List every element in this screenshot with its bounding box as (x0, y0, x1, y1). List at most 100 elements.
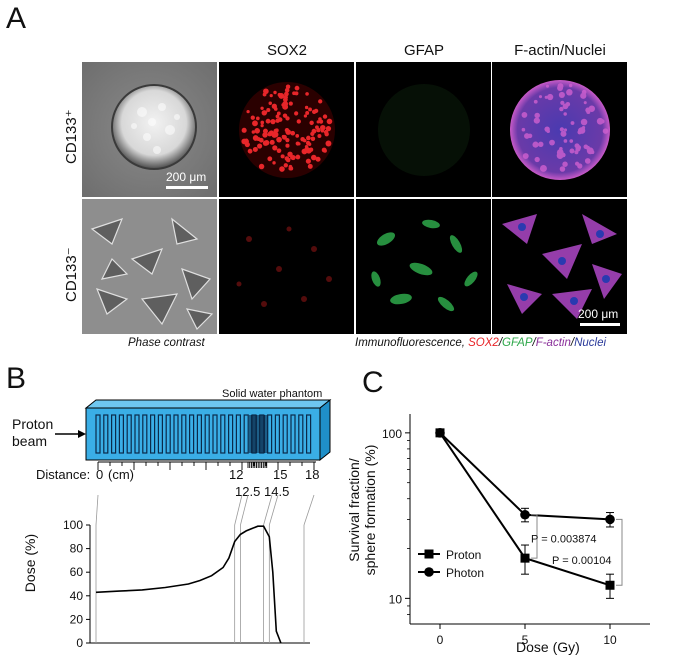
sox2-nucleus (307, 163, 313, 169)
sox2-nucleus (262, 140, 269, 146)
factin-spot (524, 133, 530, 139)
sox2-nucleus (285, 116, 290, 121)
factin-spot (580, 118, 588, 126)
phantom-slot (173, 414, 179, 454)
sox2-nucleus (260, 106, 264, 110)
factin-spot (574, 161, 580, 166)
tile-phase-contrast-cd133-positive: 200 μm (82, 62, 217, 197)
factin-spot (533, 117, 540, 124)
tile-factin-cd133-positive (492, 62, 627, 197)
caption-phase-contrast: Phase contrast (128, 337, 205, 349)
survival-x-tick-label: 5 (522, 633, 529, 647)
row-head-cd133-negative: CD133⁻ (63, 247, 80, 302)
panel-a-letter: A (6, 2, 27, 35)
sox2-nucleus (284, 127, 290, 133)
dose-guide-line (95, 494, 99, 526)
factin-spot (534, 112, 540, 119)
survival-x-tick-label: 10 (603, 633, 617, 647)
sox2-nucleus (308, 107, 312, 112)
phantom-slot (298, 414, 304, 454)
phantom-slot (95, 414, 101, 454)
factin-spot (570, 121, 575, 125)
distance-ruler (97, 461, 316, 470)
factin-spot (549, 139, 555, 146)
sox2-nucleus (260, 123, 264, 128)
sox2-nucleus (272, 131, 279, 138)
phantom-slot (212, 414, 218, 454)
sox2-nucleus (252, 146, 258, 152)
beam-arrow-head (78, 430, 86, 438)
sox2-nucleus (288, 101, 293, 106)
sox2-nucleus (263, 110, 268, 114)
dose-y-tick-label: 100 (63, 518, 83, 532)
sox2-nucleus (310, 154, 317, 161)
phantom-slot (235, 414, 241, 454)
survival-x-tick-label: 0 (437, 633, 444, 647)
phantom-slot (157, 414, 163, 454)
survival-line-photon (439, 432, 611, 521)
sox2-nucleus (294, 111, 299, 116)
p-value-5gy: P = 0.003874 (531, 533, 597, 545)
dose-y-tick-label: 0 (76, 636, 83, 650)
phantom-slot (118, 414, 125, 454)
sox2-nucleus (325, 125, 332, 132)
dose-y-tick-label: 80 (70, 542, 84, 556)
sox2-nucleus (304, 145, 309, 149)
tile-sox2-cd133-positive (219, 62, 354, 197)
factin-spot (559, 106, 564, 112)
sox2-nucleus (295, 154, 301, 160)
factin-spot (569, 139, 574, 143)
survival-point-proton (605, 580, 615, 590)
sox2-nucleus (276, 136, 282, 143)
factin-spot (559, 166, 566, 172)
factin-spot (546, 129, 550, 134)
factin-spot (534, 156, 540, 163)
sox2-nucleus (295, 141, 300, 146)
phantom-slot (196, 414, 202, 454)
sox2-nucleus (260, 120, 265, 125)
caption-immunofluorescence: Immunofluorescence, SOX2/GFAP/F-actin/Nu… (355, 337, 606, 349)
phantom-slot (103, 414, 109, 454)
sox2-nucleus (244, 138, 249, 143)
phantom-slot (306, 414, 312, 454)
phantom-front-face (85, 407, 321, 461)
factin-spot (566, 89, 573, 96)
phantom-slot (290, 414, 296, 454)
sox2-nucleus (320, 129, 325, 133)
phantom-slot (126, 414, 132, 454)
sox2-nucleus (283, 163, 288, 168)
phantom-slot (142, 414, 148, 454)
sox2-nucleus (306, 135, 311, 141)
legend-marker-photon (424, 567, 434, 577)
caption-slash: / (498, 337, 503, 349)
ruler-label-0: 0 (96, 467, 104, 482)
factin-spot (585, 107, 591, 113)
ruler-label-12: 12 (229, 467, 244, 482)
sox2-nucleus (252, 135, 259, 141)
sox2-nucleus (280, 154, 285, 159)
sox2-nucleus (322, 114, 328, 119)
p-value-10gy: P = 0.00104 (552, 555, 611, 567)
sox2-nucleus (247, 148, 253, 154)
phantom-slot (189, 414, 195, 454)
sox2-nucleus (246, 110, 250, 114)
sox2-nucleus (318, 117, 322, 121)
phantom-slot (134, 414, 140, 454)
sox2-nucleus (318, 99, 323, 104)
sox2-nucleus (303, 114, 308, 118)
ruler-label-12-5: 12.5 (235, 484, 261, 499)
sox2-nucleus (283, 95, 288, 100)
factin-spot (559, 146, 563, 151)
sox2-nucleus (262, 128, 268, 134)
dose-ylabel: Dose (%) (22, 533, 38, 593)
sox2-nucleus (265, 118, 271, 124)
sox2-nucleus (294, 85, 300, 91)
beam-label-2: beam (12, 433, 48, 449)
sox2-nucleus (284, 156, 290, 161)
factin-spot (600, 119, 605, 124)
factin-spot (539, 164, 547, 172)
factin-spot (556, 152, 564, 160)
sox2-nucleus (308, 147, 314, 152)
sox2-nucleus (305, 92, 309, 96)
survival-point-photon (605, 514, 615, 525)
